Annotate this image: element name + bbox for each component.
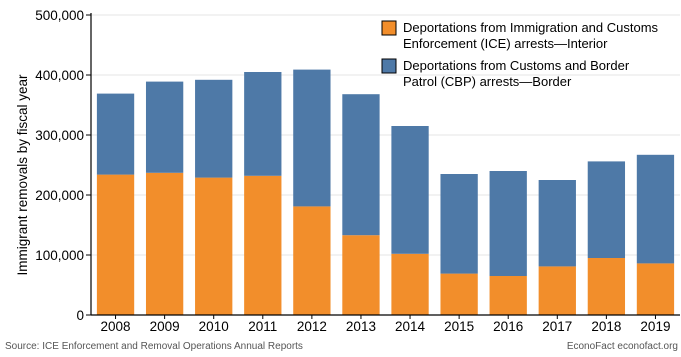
bar-ice-interior	[538, 266, 576, 315]
y-axis-label: Immigrant removals by fiscal year	[15, 74, 30, 276]
x-tick-label: 2014	[395, 319, 426, 334]
bar-cbp-border	[145, 81, 184, 173]
legend-label: Patrol (CBP) arrests—Border	[403, 74, 572, 89]
bar-ice-interior	[489, 276, 527, 315]
bar-cbp-border	[538, 180, 576, 267]
x-tick-label: 2012	[297, 319, 327, 334]
credit-note: EconoFact econofact.org	[566, 341, 678, 352]
bar-cbp-border	[636, 154, 675, 264]
y-tick-label: 100,000	[35, 248, 84, 263]
x-tick-label: 2008	[101, 319, 131, 334]
y-tick-label: 400,000	[35, 68, 84, 83]
legend-label: Deportations from Immigration and Custom…	[403, 20, 659, 35]
legend: Deportations from Immigration and Custom…	[381, 20, 659, 89]
bar-ice-interior	[96, 174, 135, 315]
tick-labels: 0 100,000 200,000 300,000 400,000 500,000 2008…	[35, 8, 670, 334]
y-tick-label: 500,000	[35, 8, 84, 23]
y-tick-label: 0	[76, 308, 84, 323]
bar-ice-interior	[244, 175, 282, 315]
x-tick-label: 2016	[493, 319, 523, 334]
axes	[86, 13, 680, 319]
x-tick-label: 2011	[248, 319, 277, 334]
source-note: Source: ICE Enforcement and Removal Oper…	[5, 341, 303, 352]
x-tick-label: 2015	[444, 319, 474, 334]
x-tick-label: 2018	[591, 319, 621, 334]
bar-ice-interior	[440, 273, 478, 315]
x-tick-label: 2019	[640, 319, 670, 334]
x-tick-label: 2017	[542, 319, 572, 334]
legend-label: Deportations from Customs and Border	[403, 58, 630, 73]
x-tick-label: 2009	[150, 319, 180, 334]
legend-swatch-ice	[381, 20, 397, 36]
gridlines	[91, 14, 680, 256]
bars	[96, 69, 675, 315]
y-tick-label: 300,000	[35, 128, 84, 143]
bar-ice-interior	[587, 258, 626, 315]
bar-cbp-border	[342, 94, 380, 236]
bar-cbp-border	[244, 72, 282, 176]
bar-cbp-border	[293, 69, 331, 207]
x-tick-label: 2010	[199, 319, 229, 334]
legend-label: Enforcement (ICE) arrests—Interior	[403, 36, 608, 51]
bar-cbp-border	[489, 171, 527, 276]
bar-cbp-border	[440, 174, 478, 274]
bar-ice-interior	[195, 177, 233, 315]
bar-cbp-border	[391, 126, 429, 254]
bar-ice-interior	[342, 235, 380, 315]
bar-cbp-border	[96, 93, 135, 175]
bar-ice-interior	[145, 172, 184, 315]
y-tick-label: 200,000	[35, 188, 84, 203]
bar-cbp-border	[587, 161, 626, 258]
bar-ice-interior	[391, 253, 429, 315]
bar-cbp-border	[195, 79, 233, 178]
x-tick-label: 2013	[346, 319, 376, 334]
bar-ice-interior	[293, 206, 331, 315]
bar-ice-interior	[636, 263, 675, 315]
legend-swatch-cbp	[381, 58, 397, 74]
